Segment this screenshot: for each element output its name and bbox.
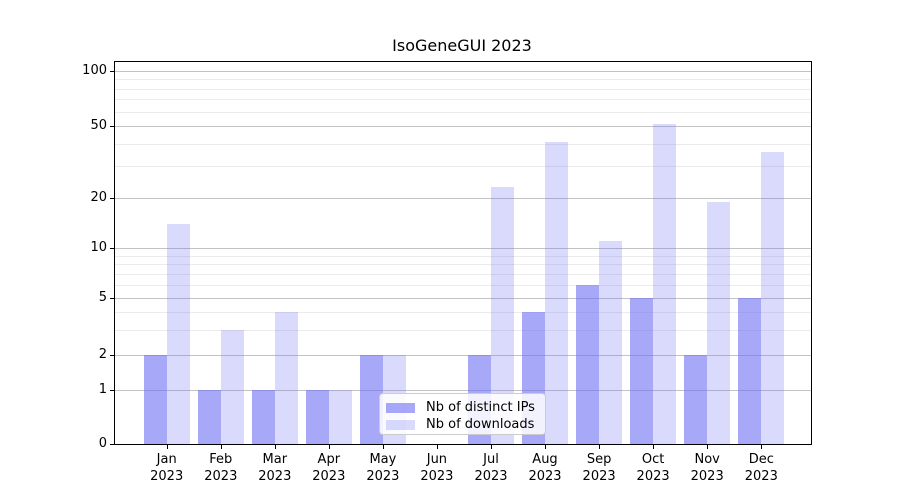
gridline-major-5 <box>115 298 811 299</box>
y-tick-label-0: 0 <box>98 436 107 451</box>
x-tick-label-sep: Sep 2023 <box>582 452 616 484</box>
gridline-major-20 <box>115 198 811 199</box>
legend-label-distinct-ips: Nb of distinct IPs <box>426 400 535 415</box>
x-tick-sep <box>599 444 601 449</box>
x-tick-may <box>382 444 384 449</box>
bar-downloads-sep <box>599 241 623 444</box>
bar-distinct-ips-sep <box>576 284 600 444</box>
bar-downloads-jan <box>166 223 190 444</box>
x-tick-label-jul: Jul 2023 <box>474 452 508 484</box>
bar-distinct-ips-oct <box>630 298 654 444</box>
bar-distinct-ips-jan <box>143 355 167 444</box>
bar-downloads-nov <box>707 201 731 444</box>
x-tick-label-apr: Apr 2023 <box>312 452 346 484</box>
y-tick-20 <box>110 198 115 199</box>
gridline-minor-6 <box>115 284 811 286</box>
gridline-major-10 <box>115 248 811 249</box>
x-tick-apr <box>328 444 330 449</box>
x-tick-label-may: May 2023 <box>366 452 400 484</box>
x-tick-label-feb: Feb 2023 <box>204 452 238 484</box>
plot-area: 0 1 2 5 10 20 50 100 Jan 2023 Feb 2023 Mar 2023 Apr 202… <box>82 61 812 484</box>
gridline-minor-80 <box>115 88 811 90</box>
y-tick-label-10: 10 <box>90 240 107 255</box>
legend-item-downloads: Nb of downloads <box>386 417 537 432</box>
y-tick-label-2: 2 <box>98 347 107 362</box>
bar-downloads-mar <box>274 311 298 444</box>
gridline-minor-7 <box>115 273 811 275</box>
y-tick-1 <box>110 390 115 391</box>
x-tick-label-jun: Jun 2023 <box>420 452 454 484</box>
y-tick-label-5: 5 <box>98 290 107 305</box>
y-tick-50 <box>110 126 115 127</box>
x-tick-feb <box>220 444 222 449</box>
gridline-major-50 <box>115 126 811 127</box>
y-tick-0 <box>110 444 115 445</box>
gridline-minor-70 <box>115 99 811 101</box>
bar-distinct-ips-may <box>359 355 383 444</box>
bar-downloads-dec <box>761 151 785 444</box>
bar-downloads-apr <box>328 390 352 444</box>
bar-downloads-feb <box>220 329 244 444</box>
gridline-major-100 <box>115 71 811 72</box>
gridline-minor-3 <box>115 329 811 331</box>
gridline-major-2 <box>115 355 811 356</box>
legend-swatch-distinct-ips <box>386 402 415 413</box>
x-tick-label-mar: Mar 2023 <box>258 452 292 484</box>
x-tick-oct <box>653 444 655 449</box>
x-tick-label-jan: Jan 2023 <box>150 452 184 484</box>
x-tick-jul <box>491 444 492 449</box>
y-tick-100 <box>110 71 115 72</box>
x-tick-label-nov: Nov 2023 <box>690 452 724 484</box>
y-tick-5 <box>110 298 115 299</box>
gridline-minor-8 <box>115 264 811 266</box>
y-tick-label-20: 20 <box>90 190 107 205</box>
bar-distinct-ips-feb <box>197 390 221 444</box>
x-tick-mar <box>274 444 276 449</box>
bar-downloads-oct <box>653 124 677 444</box>
x-tick-nov <box>707 444 709 449</box>
chart-title: IsoGeneGUI 2023 <box>392 36 532 55</box>
bar-distinct-ips-nov <box>684 355 708 444</box>
legend-item-distinct-ips: Nb of distinct IPs <box>386 400 537 415</box>
bar-distinct-ips-apr <box>305 390 329 444</box>
legend: Nb of distinct IPs Nb of downloads <box>379 393 546 435</box>
legend-swatch-downloads <box>386 419 415 430</box>
x-tick-aug <box>545 444 546 449</box>
x-tick-jan <box>166 444 168 449</box>
gridline-minor-4 <box>115 311 811 313</box>
y-tick-label-100: 100 <box>82 63 107 78</box>
gridline-minor-9 <box>115 255 811 257</box>
gridline-minor-60 <box>115 111 811 113</box>
x-tick-label-oct: Oct 2023 <box>636 452 670 484</box>
x-tick-jun <box>436 444 438 449</box>
x-tick-dec <box>761 444 763 449</box>
bar-distinct-ips-dec <box>738 298 762 444</box>
gridline-minor-90 <box>115 79 811 81</box>
gridline-minor-30 <box>115 166 811 168</box>
y-tick-10 <box>110 248 115 249</box>
bar-distinct-ips-mar <box>251 390 275 444</box>
y-tick-label-1: 1 <box>98 382 107 397</box>
bar-downloads-jul <box>491 187 514 444</box>
x-tick-label-aug: Aug 2023 <box>528 452 562 484</box>
bar-downloads-aug <box>545 141 568 444</box>
y-tick-label-50: 50 <box>90 118 107 133</box>
gridline-major-1 <box>115 390 811 391</box>
legend-label-downloads: Nb of downloads <box>426 417 535 432</box>
y-tick-2 <box>110 355 115 356</box>
x-tick-label-dec: Dec 2023 <box>744 452 778 484</box>
gridline-minor-40 <box>115 143 811 145</box>
